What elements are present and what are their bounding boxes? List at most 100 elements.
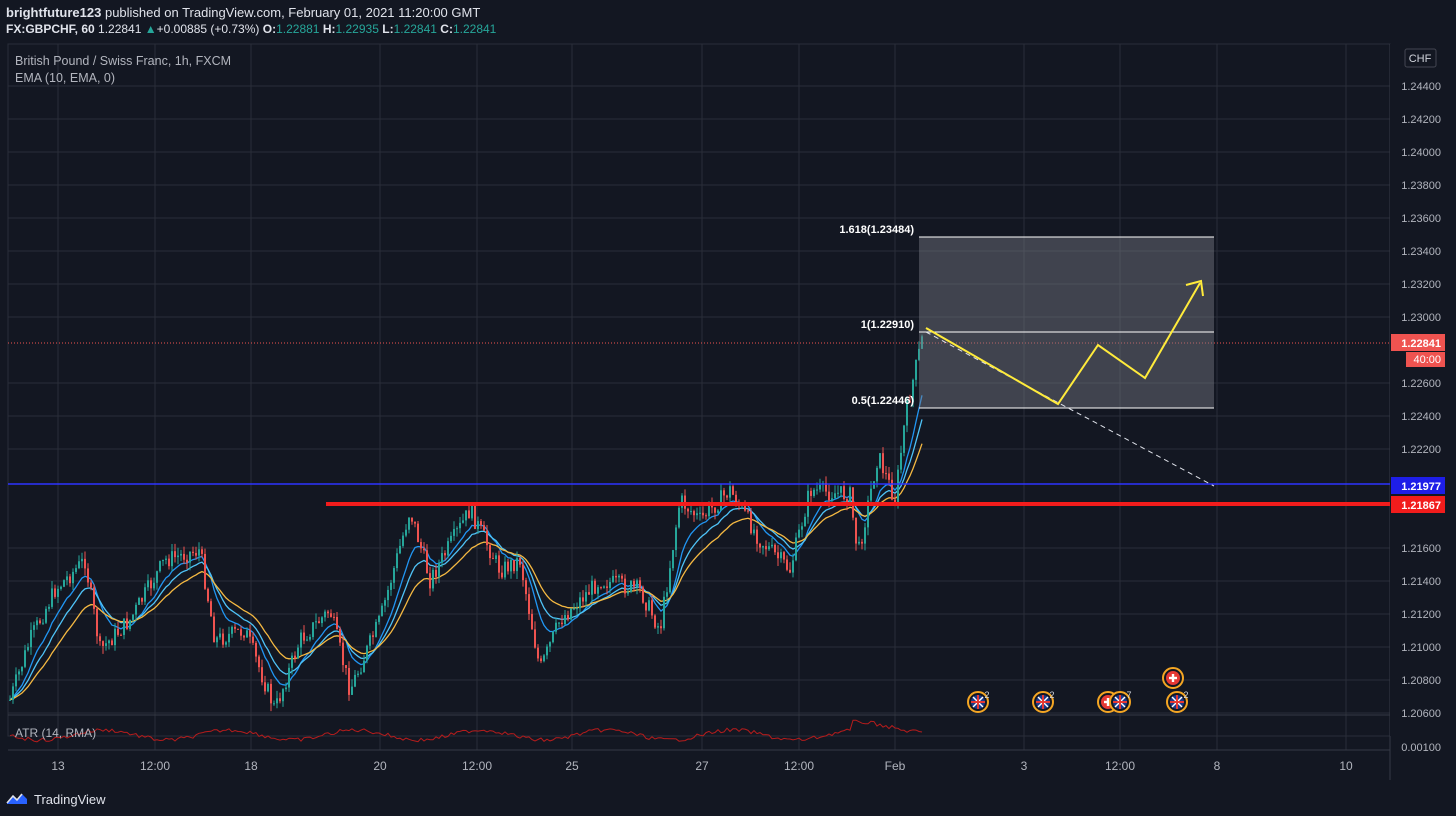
- candle: [201, 549, 203, 554]
- candle: [24, 650, 26, 667]
- candle: [339, 629, 341, 643]
- candle: [444, 553, 446, 556]
- candle: [381, 605, 383, 616]
- candle: [369, 635, 371, 646]
- candle: [921, 336, 923, 349]
- candle: [450, 535, 452, 542]
- candle: [207, 588, 209, 602]
- candle: [252, 636, 254, 643]
- candle: [402, 535, 404, 546]
- countdown-label: 40:00: [1413, 354, 1441, 366]
- candle: [54, 588, 56, 597]
- candle: [627, 591, 629, 594]
- open-value: 1.22881: [276, 22, 320, 36]
- ema-legend[interactable]: EMA (10, EMA, 0): [15, 71, 116, 85]
- candle: [375, 621, 377, 637]
- candle: [735, 494, 737, 505]
- candle: [762, 546, 764, 548]
- candle: [519, 558, 521, 565]
- candle: [141, 598, 143, 602]
- candle: [831, 498, 833, 501]
- candle: [468, 510, 470, 519]
- time-tick-label: 8: [1214, 759, 1221, 773]
- candle: [654, 615, 656, 628]
- candle: [42, 622, 44, 624]
- projection-arrowhead: [1185, 279, 1204, 297]
- candle: [297, 647, 299, 659]
- candle: [480, 521, 482, 526]
- candle: [777, 552, 779, 559]
- price-tick-label: 1.23600: [1401, 213, 1441, 225]
- candle: [621, 575, 623, 579]
- trend-dashed-line: [925, 331, 1215, 487]
- candle: [666, 592, 668, 597]
- candle: [612, 575, 614, 582]
- candle: [393, 568, 395, 583]
- time-tick-label: 18: [244, 759, 258, 773]
- candle: [837, 492, 839, 494]
- candle: [534, 629, 536, 648]
- price-tick-label: 1.22600: [1401, 378, 1441, 390]
- candle: [588, 592, 590, 595]
- candle: [30, 629, 32, 648]
- candle: [429, 573, 431, 589]
- candle: [237, 628, 239, 630]
- author-name[interactable]: brightfuture123: [6, 5, 102, 20]
- candle: [780, 552, 782, 559]
- candle: [900, 452, 902, 470]
- atr-label[interactable]: ATR (14, RMA): [15, 726, 97, 740]
- time-tick-label: 12:00: [1105, 759, 1135, 773]
- candle: [525, 580, 527, 595]
- candle: [93, 587, 95, 609]
- candle: [456, 528, 458, 530]
- candle: [558, 622, 560, 624]
- candle: [159, 561, 161, 572]
- candle: [471, 505, 473, 519]
- candle: [552, 631, 554, 643]
- candle: [162, 559, 164, 562]
- candle: [792, 560, 794, 573]
- candle: [423, 548, 425, 551]
- price-marker: [1391, 496, 1445, 513]
- candle: [345, 665, 347, 669]
- candle: [708, 505, 710, 517]
- time-tick-label: 10: [1339, 759, 1353, 773]
- candle: [603, 586, 605, 588]
- candle: [15, 674, 17, 687]
- time-tick-label: 27: [695, 759, 709, 773]
- candle: [591, 580, 593, 595]
- atr-indicator: [9, 719, 923, 743]
- candle: [438, 562, 440, 577]
- candle: [303, 632, 305, 641]
- last-price: 1.22841: [98, 22, 142, 36]
- candle: [897, 469, 899, 505]
- open-label: O:: [262, 22, 277, 36]
- candle: [720, 490, 722, 511]
- candle: [390, 582, 392, 590]
- candle: [801, 526, 803, 530]
- candle: [522, 564, 524, 581]
- price-tick-label: 1.20800: [1401, 675, 1441, 687]
- candle: [789, 569, 791, 573]
- gbp-cross-v: [977, 695, 979, 709]
- candle: [75, 568, 77, 572]
- candle: [579, 597, 581, 609]
- candle: [561, 622, 563, 625]
- candle: [876, 467, 878, 482]
- tradingview-footer[interactable]: TradingView: [6, 789, 106, 809]
- price-tick-label: 1.23400: [1401, 246, 1441, 258]
- candle: [264, 682, 266, 692]
- candle: [690, 511, 692, 513]
- price-tick-label: 1.23800: [1401, 180, 1441, 192]
- candle: [576, 608, 578, 610]
- drawing-overlays: 1.618(1.23484) 1(1.22910) 0.5(1.22446): [8, 224, 1390, 506]
- candle: [744, 505, 746, 511]
- candle: [441, 553, 443, 563]
- candle: [498, 555, 500, 573]
- price-tick-label: 1.21600: [1401, 543, 1441, 555]
- candle: [204, 553, 206, 589]
- price-axis: 1.24400 1.24200 1.24000 1.23800 1.23600 1.234…: [1390, 44, 1456, 754]
- candle: [219, 633, 221, 638]
- candle: [216, 637, 218, 643]
